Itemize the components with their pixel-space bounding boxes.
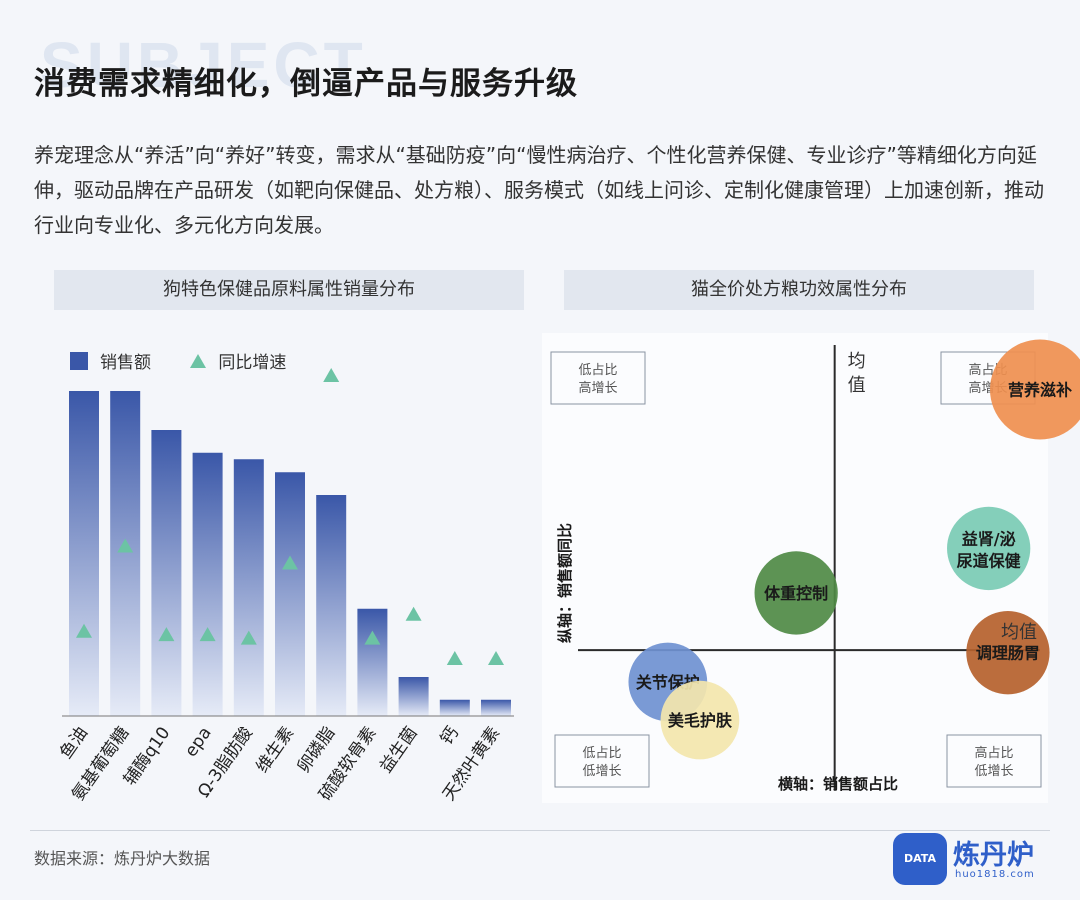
bubble-chart-title: 猫全价处方粮功效属性分布 — [564, 270, 1034, 310]
bubble-3 — [966, 611, 1050, 695]
bubble-0 — [990, 339, 1080, 440]
bar-6 — [316, 495, 347, 716]
bubble-label-2: 体重控制 — [764, 584, 828, 603]
data-source-note: 数据来源：炼丹炉大数据 — [34, 849, 211, 868]
bubble-label-0: 营养滋补 — [1008, 381, 1072, 400]
category-label-3: epa — [181, 723, 216, 760]
bubble-2 — [754, 551, 838, 635]
growth-marker-6 — [323, 368, 340, 382]
quadrant-label-top-left: 低占比高增长 — [578, 363, 617, 396]
category-label-8: 益生菌 — [376, 723, 422, 776]
bar-5 — [275, 472, 305, 716]
y-mean-label: 均值 — [848, 351, 866, 396]
growth-marker-1 — [117, 538, 134, 553]
category-label-5: 维生素 — [252, 723, 298, 776]
quadrant-box-bottom-right — [946, 734, 1042, 788]
quadrant-box-top-left — [550, 351, 646, 405]
bubble-5 — [660, 680, 740, 760]
bar-2 — [151, 430, 182, 716]
growth-marker-2 — [158, 627, 175, 642]
quadrant-box-bottom-left — [554, 734, 650, 788]
bar-4 — [233, 459, 264, 716]
bubble-label-3: 调理肠胃 — [976, 644, 1040, 663]
y-axis-label: 纵轴：销售额同比 — [556, 523, 574, 643]
growth-marker-0 — [76, 623, 92, 638]
category-label-0: 鱼油 — [56, 723, 92, 762]
growth-marker-3 — [199, 627, 216, 642]
bubble-label-5: 美毛护肤 — [668, 711, 733, 730]
x-mean-label: 均值 — [1001, 622, 1037, 643]
brand-logo: DATA 炼丹炉 huo1818.com — [893, 833, 1053, 885]
logo-name: 炼丹炉 — [953, 840, 1034, 871]
legend-swatch-sales — [70, 351, 88, 370]
legend-label-sales: 销售额 — [100, 353, 151, 373]
bar-3 — [192, 452, 223, 716]
background-watermark-word: SUBJECT — [40, 29, 367, 101]
bubble-1 — [947, 506, 1031, 591]
x-axis-label: 横轴：销售额占比 — [778, 775, 898, 793]
quadrant-label-bottom-right: 高占比低增长 — [974, 745, 1013, 779]
growth-marker-8 — [405, 606, 422, 621]
quadrant-label-bottom-left: 低占比低增长 — [582, 746, 621, 779]
category-label-9: 钙 — [437, 723, 463, 748]
bar-9 — [439, 699, 470, 716]
growth-marker-5 — [282, 555, 298, 570]
bar-8 — [398, 677, 429, 716]
bubble-label-1: 益肾/泌尿道保健 — [957, 529, 1021, 570]
intro-paragraph: 养宠理念从“养活”向“养好”转变，需求从“基础防疫”向“慢性病治疗、个性化营养保… — [34, 143, 1044, 237]
growth-marker-9 — [446, 651, 463, 666]
logo-badge-icon: DATA — [893, 833, 947, 885]
bar-chart-legend: 销售额 同比增速 — [70, 348, 286, 373]
bar-chart-title: 狗特色保健品原料属性销量分布 — [54, 270, 524, 310]
bar-10 — [481, 699, 511, 716]
legend-label-growth: 同比增速 — [218, 353, 287, 373]
page-title: 消费需求精细化，倒逼产品与服务升级 — [34, 66, 578, 102]
bar-1 — [110, 391, 141, 716]
bar-7 — [357, 608, 388, 716]
growth-marker-4 — [240, 630, 257, 645]
legend-swatch-growth — [190, 353, 207, 368]
growth-marker-10 — [488, 651, 504, 666]
bar-0 — [69, 391, 99, 716]
logo-url: huo1818.com — [955, 869, 1035, 880]
footer-divider — [30, 830, 1050, 831]
growth-marker-7 — [364, 630, 381, 645]
